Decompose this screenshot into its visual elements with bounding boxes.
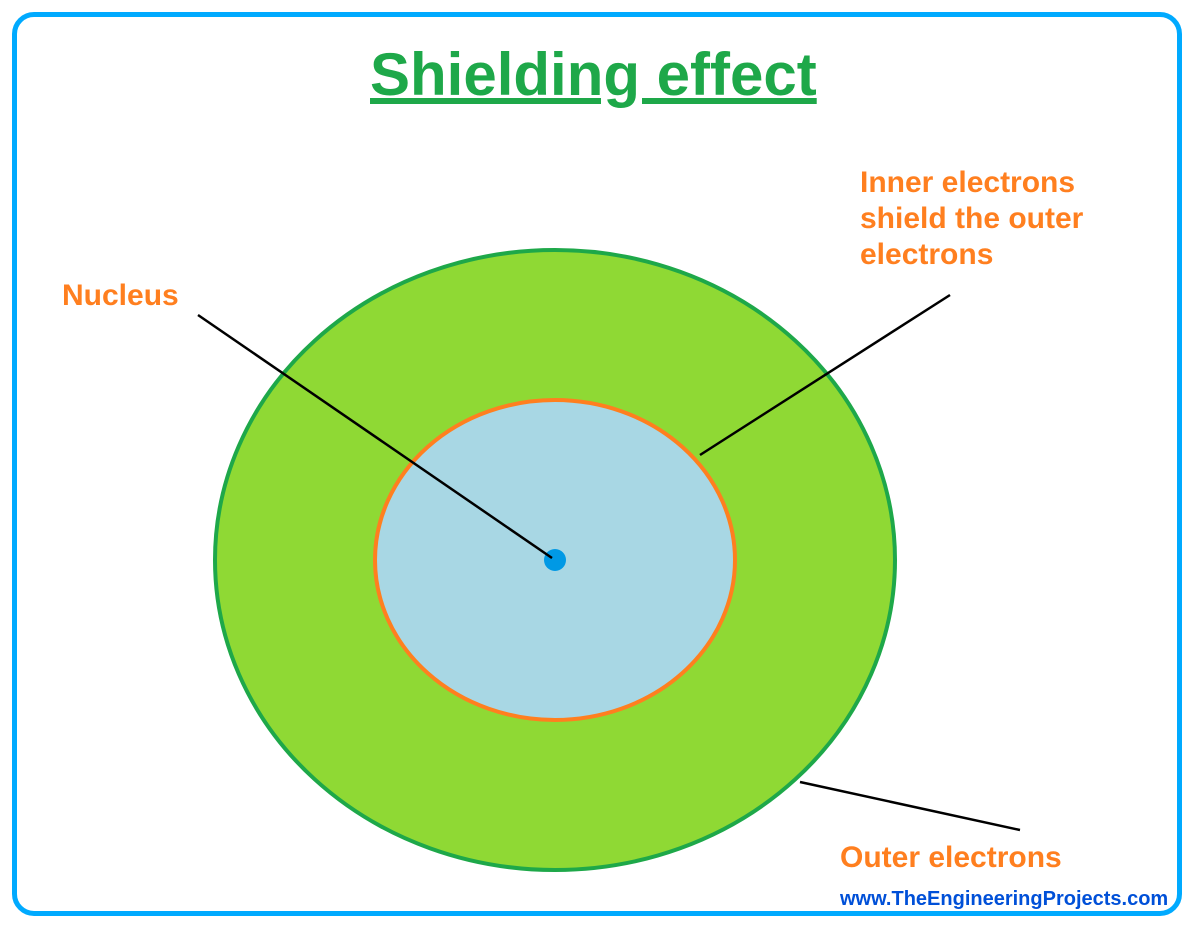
label-inner-line1: Inner electrons	[860, 166, 1075, 199]
footer-link: www.TheEngineeringProjects.com	[840, 888, 1168, 911]
nucleus-dot	[544, 549, 566, 571]
label-inner-electrons: Inner electrons shield the outer electro…	[860, 165, 1083, 273]
label-inner-line3: electrons	[860, 238, 993, 271]
label-outer-electrons: Outer electrons	[840, 840, 1062, 876]
leader-line-outer	[800, 782, 1020, 830]
label-inner-line2: shield the outer	[860, 202, 1083, 235]
label-nucleus: Nucleus	[62, 278, 179, 314]
shielding-diagram	[0, 0, 1194, 928]
